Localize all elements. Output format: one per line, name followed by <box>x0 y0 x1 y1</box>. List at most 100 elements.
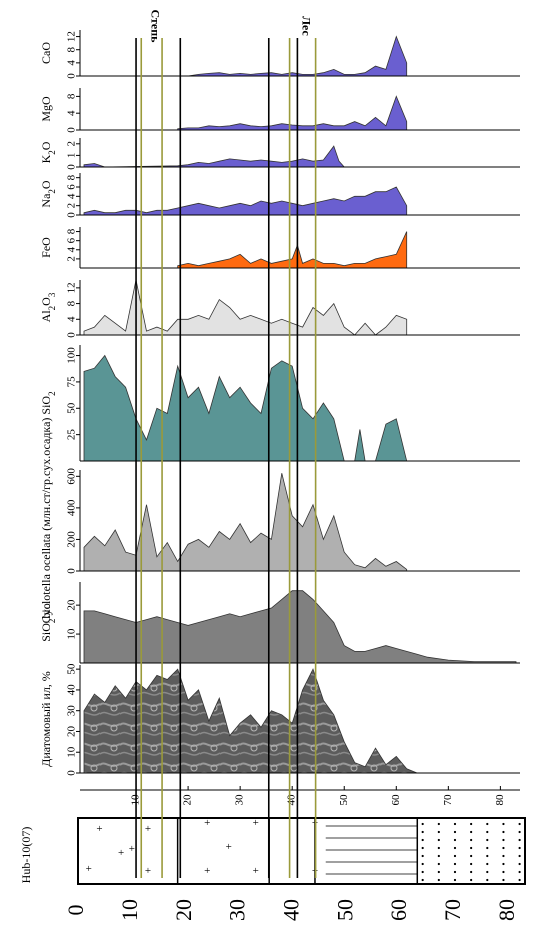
core-log-sand-dot <box>486 878 489 882</box>
al2o3-area <box>83 279 408 336</box>
core-log-sand-dot <box>421 870 424 874</box>
panel-sio2bio <box>76 582 520 664</box>
feo-area <box>177 231 408 269</box>
core-log-sand-dot <box>486 830 489 834</box>
core-log-sand-dot <box>453 822 457 826</box>
sio2-label: SiO2 <box>39 391 57 414</box>
sio2bio-tick-label: 20 <box>66 599 78 611</box>
core-log-sand-dot <box>437 854 440 858</box>
core-log-plus-mark: + <box>96 823 102 835</box>
feo-label: FeO <box>39 237 53 258</box>
core-log-sand-dot <box>486 854 489 858</box>
diatom-tick-label: 20 <box>66 725 78 737</box>
k2o-tick-label: 0 <box>66 164 78 170</box>
panel-diatom <box>76 665 520 774</box>
mgo-tick-label: 4 <box>66 110 78 116</box>
cyclotella-label: Cyclotella ocellata (млн.ст/гр.сух.осадк… <box>39 418 53 624</box>
core-log-sand-dot <box>470 838 473 842</box>
cyclotella-area <box>83 473 408 572</box>
core-log-sand-dot <box>502 846 505 850</box>
na2o-tick-label: 0 <box>66 212 78 218</box>
na2o-tick-label: 2 <box>66 203 78 209</box>
core-log-sand-dot <box>453 830 457 834</box>
cao-tick-label: 12 <box>66 31 78 42</box>
al2o3-tick-label: 12 <box>66 282 78 293</box>
na2o-area <box>83 186 408 216</box>
core-log-sand-dot <box>470 854 473 858</box>
al2o3-tick-label: 8 <box>66 300 78 306</box>
na2o-tick-label: 6 <box>66 184 78 190</box>
sio2-tick-label: 75 <box>66 376 78 388</box>
core-log-sand-dot <box>421 878 424 882</box>
mgo-label: MgO <box>39 96 53 122</box>
core-log-plus-mark: + <box>86 863 92 875</box>
al2o3-tick-label: 0 <box>66 332 78 338</box>
zone-label-forest: Лес <box>300 16 314 36</box>
al2o3-label: Al2O3 <box>39 292 57 322</box>
diatom-tick-label: 40 <box>66 684 78 696</box>
core-log-sand-dot <box>453 854 457 858</box>
core-log-plus-mark: + <box>253 817 259 829</box>
depth-tick-label: 30 <box>234 794 246 806</box>
core-log-depth-label: 70 <box>440 899 465 921</box>
core-log-plus-mark: + <box>145 823 151 835</box>
core-log-sand-dot <box>421 862 424 866</box>
core-log-sand-dot <box>470 830 473 834</box>
core-log-sand-dot <box>421 830 424 834</box>
depth-axis <box>80 786 520 791</box>
core-log-sand-dot <box>470 846 473 850</box>
sio2-area <box>83 354 408 462</box>
core-log-sand-dot <box>470 862 473 866</box>
core-log-sand-dot <box>437 822 440 826</box>
core-log-sand-dot <box>518 830 521 834</box>
diatom-tick-label: 0 <box>66 770 78 776</box>
core-log-sand-dot <box>518 854 521 858</box>
depth-tick-label: 70 <box>442 794 454 806</box>
core-log-sand-dot <box>518 870 521 874</box>
core-log-depth-label: 10 <box>117 899 142 921</box>
core-log-sand-dot <box>453 862 457 866</box>
core-log-frame <box>77 817 526 885</box>
panel-cao <box>76 30 520 77</box>
core-log-sand-dot <box>453 846 457 850</box>
cyclotella-tick-label: 0 <box>66 568 78 574</box>
core-log-depth-label: 20 <box>171 899 196 921</box>
k2o-tick-label: 2 <box>66 141 78 147</box>
cyclotella-tick-label: 200 <box>66 531 78 548</box>
core-log-sand-dot <box>453 838 457 842</box>
core-log-title: Hub-10(07) <box>19 827 33 884</box>
core-log-sand-dot <box>518 846 521 850</box>
cao-area <box>188 35 408 77</box>
core-log-sand-dot <box>453 878 457 882</box>
core-log-depth-label: 80 <box>494 899 519 921</box>
core-log-sand-dot <box>453 870 457 874</box>
mgo-tick-label: 0 <box>66 127 78 133</box>
core-log-sand-dot <box>486 822 489 826</box>
mgo-tick-label: 8 <box>66 93 78 99</box>
core-log-sand-dot <box>421 838 424 842</box>
feo-tick-label: 8 <box>66 228 78 234</box>
core-log-plus-mark: + <box>204 817 210 829</box>
core-log-depth-label: 40 <box>278 899 303 921</box>
panel-k2o <box>76 138 520 168</box>
diatom-tick-label: 30 <box>66 705 78 717</box>
core-log <box>77 817 526 885</box>
core-log-plus-mark: + <box>253 865 259 877</box>
cao-label: CaO <box>39 42 53 64</box>
core-log-plus-mark: + <box>118 847 124 859</box>
core-log-sand-dot <box>502 870 505 874</box>
core-log-sand-dot <box>486 838 489 842</box>
core-log-sand-dot <box>421 854 424 858</box>
core-log-sand-dot <box>470 878 473 882</box>
k2o-tick-label: 1 <box>66 153 78 159</box>
core-log-sand-dot <box>421 846 424 850</box>
mgo-area <box>177 95 408 131</box>
core-log-depth-label: 30 <box>225 899 250 921</box>
core-log-sand-dot <box>502 878 505 882</box>
core-log-sand-dot <box>502 854 505 858</box>
boundary-lines <box>135 38 317 878</box>
core-log-sand-dot <box>502 838 505 842</box>
core-log-sand-dot <box>518 822 521 826</box>
al2o3-tick-label: 4 <box>66 316 78 322</box>
